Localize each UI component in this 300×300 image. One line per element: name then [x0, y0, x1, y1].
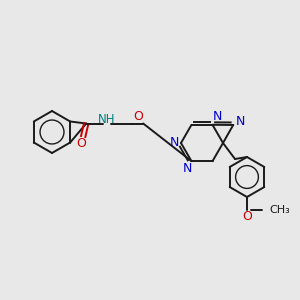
Text: N: N	[183, 162, 192, 175]
Text: N: N	[213, 110, 222, 123]
Text: N: N	[236, 116, 245, 128]
Text: O: O	[76, 137, 86, 150]
Text: NH: NH	[98, 113, 115, 126]
Text: CH₃: CH₃	[269, 205, 290, 215]
Text: O: O	[133, 110, 143, 123]
Text: O: O	[242, 209, 252, 223]
Text: N: N	[169, 136, 179, 149]
